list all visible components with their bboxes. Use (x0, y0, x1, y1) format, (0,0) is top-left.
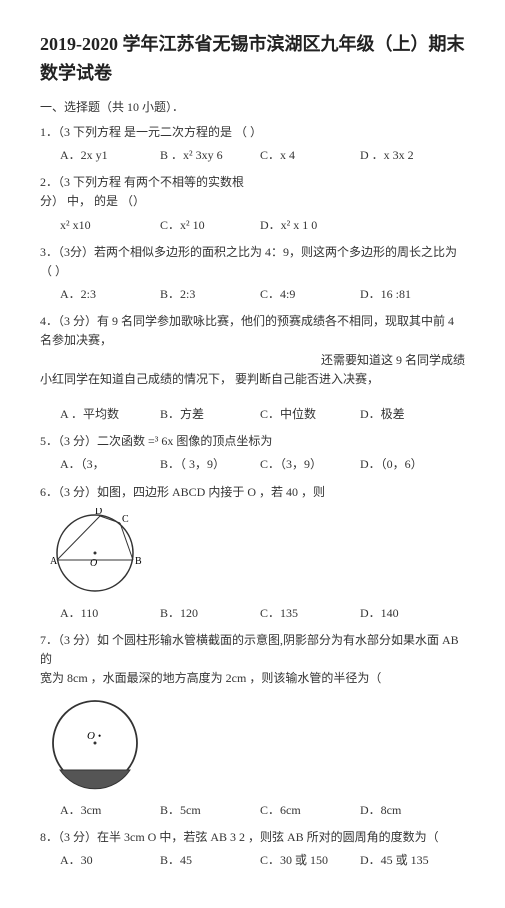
q3-opt-c: C．4:9 (260, 285, 330, 304)
q1-opt-c: C．x 4 (260, 146, 330, 165)
q2-line2: 分） 中， 的是 （） (40, 192, 465, 211)
q3-opt-a: A．2:3 (60, 285, 130, 304)
q1-opt-b: B ．x² 3xy 6 (160, 146, 230, 165)
question-3: 3．（3分）若两个相似多边形的面积之比为 4：9，则这两个多边形的周长之比为（ … (40, 243, 465, 305)
q3-text: 3．（3分）若两个相似多边形的面积之比为 4：9，则这两个多边形的周长之比为（ … (40, 243, 465, 281)
dot-icon: • (98, 731, 101, 741)
exam-title: 2019-2020 学年江苏省无锡市滨湖区九年级（上）期末数学试卷 (40, 30, 465, 88)
question-2: 2．（3 下列方程 有两个不相等的实数根 分） 中， 的是 （） x² x10 … (40, 173, 465, 235)
q3-opt-d: D．16 :81 (360, 285, 430, 304)
q7-opt-b: B．5cm (160, 801, 230, 820)
question-7: 7．（3 分）如 个圆柱形输水管横截面的示意图,阴影部分为有水部分如果水面 AB… (40, 631, 465, 820)
q8-options: A．30 B．45 C．30 或 150 D．45 或 135 (60, 851, 465, 870)
q4-options: A ．平均数 B．方差 C．中位数 D．极差 (60, 405, 465, 424)
question-1: 1．（3 下列方程 是一元二次方程的是 （ ） A．2x y1 B ．x² 3x… (40, 123, 465, 165)
q5-opt-c: C．（3，9） (260, 455, 330, 474)
q1-opt-d: D ．x 3x 2 (360, 146, 430, 165)
q6-opt-b: B．120 (160, 604, 230, 623)
q7-opt-a: A．3cm (60, 801, 130, 820)
q6-opt-c: C．135 (260, 604, 330, 623)
label-b: B (135, 556, 142, 567)
q1-options: A．2x y1 B ．x² 3xy 6 C．x 4 D ．x 3x 2 (60, 146, 465, 165)
question-5: 5．（3 分）二次函数 =³ 6x 图像的顶点坐标为 A．（3， B．（ 3，9… (40, 432, 465, 474)
q4-opt-c: C．中位数 (260, 405, 330, 424)
q4-line2: 还需要知道这 9 名同学成绩 (40, 351, 465, 370)
q8-text: 8．（3 分）在半 3cm O 中，若弦 AB 3 2 ，则弦 AB 所对的圆周… (40, 828, 465, 847)
pipe-figure: O • (40, 695, 150, 795)
q2-line1: 2．（3 下列方程 有两个不相等的实数根 (40, 173, 465, 192)
q7-opt-d: D．8cm (360, 801, 430, 820)
q2-opt-c: C．x² 10 (160, 216, 230, 235)
q1-opt-a: A．2x y1 (60, 146, 130, 165)
q6-opt-a: A．110 (60, 604, 130, 623)
q2-opt-d: D．x² x 1 0 (260, 216, 330, 235)
label-c: C (122, 514, 129, 525)
q5-opt-a: A．（3， (60, 455, 130, 474)
q4-opt-d: D．极差 (360, 405, 430, 424)
q5-opt-d: D．（0，6） (360, 455, 430, 474)
q5-text: 5．（3 分）二次函数 =³ 6x 图像的顶点坐标为 (40, 432, 465, 451)
label-o: O (90, 558, 97, 569)
q3-options: A．2:3 B．2:3 C．4:9 D．16 :81 (60, 285, 465, 304)
q4-opt-b: B．方差 (160, 405, 230, 424)
q7-opt-c: C．6cm (260, 801, 330, 820)
q1-text: 1．（3 下列方程 是一元二次方程的是 （ ） (40, 123, 465, 142)
q7-line2: 宽为 8cm ，水面最深的地方高度为 2cm ，则该输水管的半径为（ (40, 669, 465, 688)
q5-opt-b: B．（ 3，9） (160, 455, 230, 474)
q6-text: 6．（3 分）如图，四边形 ABCD 内接于 O ，若 40 ，则 (40, 483, 465, 502)
label-d: D (95, 508, 102, 517)
q8-opt-b: B．45 (160, 851, 230, 870)
question-4: 4．（3 分）有 9 名同学参加歌咏比赛，他们的预赛成绩各不相同，现取其中前 4… (40, 312, 465, 424)
question-6: 6．（3 分）如图，四边形 ABCD 内接于 O ，若 40 ，则 A B C … (40, 483, 465, 623)
q4-line3: 小红同学在知道自己成绩的情况下， 要判断自己能否进入决赛， (40, 370, 465, 389)
q8-opt-d: D．45 或 135 (360, 851, 430, 870)
question-8: 8．（3 分）在半 3cm O 中，若弦 AB 3 2 ，则弦 AB 所对的圆周… (40, 828, 465, 870)
label-a: A (50, 556, 58, 567)
q4-line1: 4．（3 分）有 9 名同学参加歌咏比赛，他们的预赛成绩各不相同，现取其中前 4… (40, 312, 465, 350)
q5-options: A．（3， B．（ 3，9） C．（3，9） D．（0，6） (60, 455, 465, 474)
section-heading: 一、选择题（共 10 小题）． (40, 98, 465, 117)
q8-opt-a: A．30 (60, 851, 130, 870)
circle-abcd-figure: A B C D O (40, 508, 150, 598)
q4-opt-a: A ．平均数 (60, 405, 130, 424)
q7-options: A．3cm B．5cm C．6cm D．8cm (60, 801, 465, 820)
q6-options: A．110 B．120 C．135 D．140 (60, 604, 465, 623)
q6-opt-d: D．140 (360, 604, 430, 623)
q2-line3: x² x10 (60, 216, 130, 235)
q8-opt-c: C．30 或 150 (260, 851, 330, 870)
q3-opt-b: B．2:3 (160, 285, 230, 304)
q7-line1: 7．（3 分）如 个圆柱形输水管横截面的示意图,阴影部分为有水部分如果水面 AB… (40, 631, 465, 669)
q2-options: x² x10 C．x² 10 D．x² x 1 0 (60, 216, 465, 235)
label-o2: O (87, 730, 95, 742)
